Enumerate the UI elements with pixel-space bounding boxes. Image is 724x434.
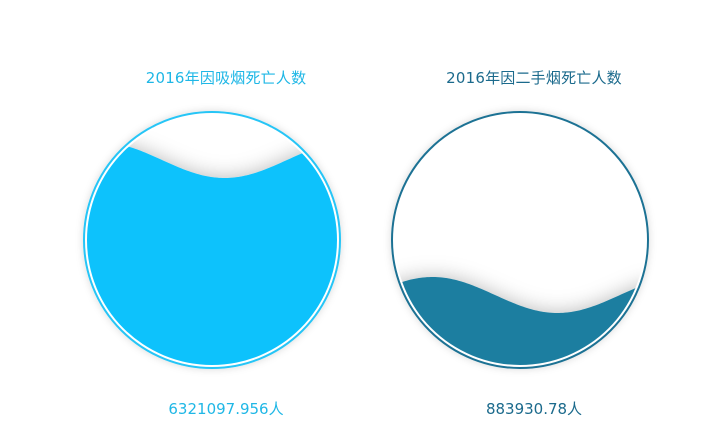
chart-title-secondhand: 2016年因二手烟死亡人数 xyxy=(446,69,622,87)
chart-title-smoking: 2016年因吸烟死亡人数 xyxy=(145,69,307,87)
chart-value-secondhand: 883930.78人 xyxy=(485,400,583,418)
liquid-fill-secondhand xyxy=(391,111,649,369)
liquid-fill-smoking xyxy=(83,111,341,369)
liquid-chart-secondhand: 2016年因二手烟死亡人数 883930.78人 xyxy=(391,0,674,434)
chart-value-smoking: 6321097.956人 xyxy=(168,400,284,418)
liquid-wave xyxy=(87,142,337,365)
liquid-chart-smoking: 2016年因吸烟死亡人数 6321097.956人 xyxy=(83,0,366,434)
